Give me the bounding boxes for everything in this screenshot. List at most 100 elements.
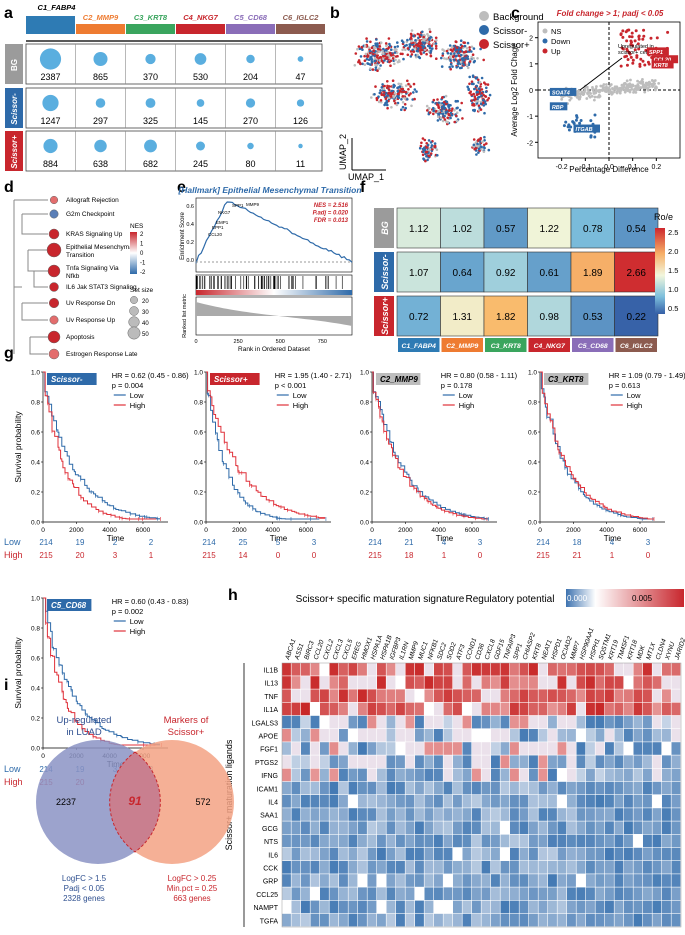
umap-cell bbox=[456, 106, 459, 110]
ligand-cell bbox=[557, 742, 567, 755]
ligand-cell bbox=[643, 887, 652, 900]
ligand-cell bbox=[320, 808, 329, 821]
umap-cell bbox=[470, 80, 474, 83]
ligand-cell bbox=[339, 715, 348, 729]
roe-value: 0.78 bbox=[583, 224, 603, 235]
gsea-xtick: 0 bbox=[194, 339, 197, 345]
ligand-cell bbox=[624, 715, 633, 729]
umap-cell bbox=[381, 51, 385, 55]
gsea-xtick: 750 bbox=[318, 339, 327, 345]
volcano-ns-point bbox=[600, 89, 604, 92]
ligand-cell bbox=[396, 742, 405, 755]
target-gene-label: JARID2 bbox=[673, 637, 685, 662]
km-curve-low bbox=[43, 597, 160, 746]
umap-cell bbox=[382, 87, 386, 90]
umap-cell bbox=[409, 92, 412, 95]
count-value: 270 bbox=[243, 116, 258, 126]
ligand-cell bbox=[453, 689, 462, 702]
volcano-up-point bbox=[630, 35, 634, 39]
ligand-cell bbox=[481, 742, 491, 755]
ligand-cell bbox=[453, 900, 462, 914]
ligand-cell bbox=[377, 795, 386, 808]
ligand-cell bbox=[548, 768, 557, 782]
umap-cell bbox=[459, 53, 463, 57]
ligand-cell bbox=[595, 808, 605, 821]
umap-cell bbox=[483, 100, 487, 103]
umap-cell bbox=[443, 107, 446, 110]
pathway-point bbox=[49, 209, 59, 219]
umap-cell bbox=[409, 55, 413, 58]
roe-cell bbox=[527, 207, 572, 249]
umap-cell bbox=[426, 145, 429, 149]
size-tick: 40 bbox=[142, 321, 149, 327]
roe-value: 1.07 bbox=[409, 268, 429, 279]
ligand-cell bbox=[576, 861, 586, 874]
umap-cell bbox=[468, 82, 471, 86]
umap-cell bbox=[386, 80, 389, 83]
ligand-cell bbox=[671, 663, 681, 676]
ligand-cell bbox=[481, 808, 491, 821]
volcano-xtick-label: 0.2 bbox=[651, 164, 661, 171]
ligand-cell bbox=[557, 729, 567, 742]
umap-cell bbox=[363, 59, 367, 62]
pathway-label: Uv Response Dn bbox=[66, 300, 116, 307]
umap-cell bbox=[465, 47, 469, 50]
umap-cell bbox=[414, 55, 418, 59]
umap-cell bbox=[375, 56, 379, 59]
ligand-cell bbox=[472, 847, 481, 861]
count-dot bbox=[196, 99, 205, 107]
umap-cell bbox=[480, 145, 483, 149]
ligand-cell bbox=[348, 702, 358, 716]
ligand-cell bbox=[434, 874, 443, 887]
volcano-ns-point bbox=[591, 87, 595, 91]
ligand-cell bbox=[500, 900, 510, 914]
umap-cell bbox=[406, 79, 409, 83]
km-ytick-label: 0.6 bbox=[528, 430, 537, 437]
ligand-cell bbox=[424, 847, 434, 861]
umap-cell bbox=[479, 108, 483, 111]
ligand-cell bbox=[652, 887, 662, 900]
ligand-cell bbox=[424, 821, 434, 834]
km-xlabel: Time bbox=[604, 534, 622, 543]
ligand-cell bbox=[491, 702, 500, 716]
km-xtick-label: 4000 bbox=[102, 527, 117, 534]
umap-cell bbox=[459, 60, 463, 64]
umap-cell bbox=[413, 47, 417, 50]
roe-value: 0.92 bbox=[496, 268, 516, 279]
umap-legend-dot bbox=[479, 25, 489, 35]
umap-cell bbox=[365, 40, 369, 43]
ligand-cell bbox=[652, 821, 662, 834]
ligand-cell bbox=[329, 663, 339, 676]
gene-tag bbox=[651, 60, 674, 69]
ligand-cell bbox=[481, 834, 491, 848]
regulatory-tick: 0.000 bbox=[567, 594, 588, 603]
umap-cell bbox=[406, 47, 410, 50]
ligand-cell bbox=[595, 676, 605, 689]
ligand-cell bbox=[548, 755, 557, 768]
ligand-cell bbox=[348, 768, 358, 782]
ligand-cell bbox=[510, 887, 519, 900]
km-pvalue: p = 0.613 bbox=[609, 381, 641, 390]
umap-cell bbox=[370, 55, 373, 59]
venn-right-note: LogFC > 0.25 bbox=[168, 874, 217, 883]
km-xtick-label: 0 bbox=[538, 527, 542, 534]
umap-cell bbox=[426, 32, 429, 36]
ligand-cell bbox=[386, 702, 396, 716]
ligand-cell bbox=[415, 702, 424, 716]
volcano-up-point bbox=[626, 57, 630, 61]
ligand-cell bbox=[339, 913, 348, 927]
ligand-cell bbox=[557, 781, 567, 795]
umap-cell bbox=[419, 41, 423, 45]
umap-cell bbox=[436, 119, 440, 122]
ligand-cell bbox=[652, 913, 662, 927]
ligand-cell bbox=[472, 729, 481, 742]
ligand-cell bbox=[386, 795, 396, 808]
volcano-xtick-label: -0.1 bbox=[579, 164, 591, 171]
ligand-cell bbox=[529, 689, 538, 702]
km-title: Scissor- bbox=[51, 375, 83, 384]
ligand-cell bbox=[491, 913, 500, 927]
ligand-label: IL6 bbox=[268, 852, 278, 859]
ligand-cell bbox=[633, 755, 643, 768]
umap-cell bbox=[365, 57, 369, 61]
ligand-cell bbox=[320, 742, 329, 755]
